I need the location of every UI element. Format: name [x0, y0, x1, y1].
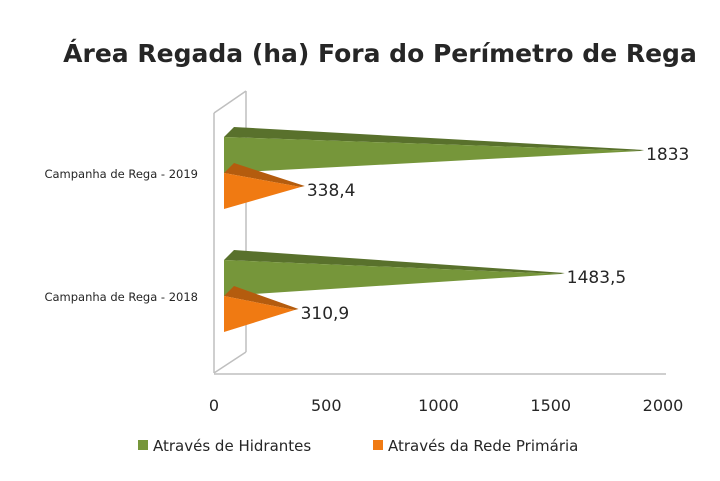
x-tick-label: 0 [209, 396, 219, 415]
x-tick-label: 500 [311, 396, 342, 415]
data-label: 1833 [646, 145, 689, 165]
data-label: 1483,5 [567, 268, 626, 288]
category-label: Campanha de Rega - 2019 [44, 167, 198, 181]
category-label: Campanha de Rega - 2018 [44, 290, 198, 304]
bar [224, 296, 295, 332]
data-label: 338,4 [307, 181, 356, 201]
x-tick-label: 1000 [418, 396, 459, 415]
legend-label: Através de Hidrantes [153, 437, 311, 455]
bar [224, 173, 301, 209]
chart-title: Área Regada (ha) Fora do Perímetro de Re… [63, 39, 697, 68]
x-tick-label: 2000 [643, 396, 684, 415]
legend-swatch [373, 440, 383, 450]
x-tick-label: 1500 [530, 396, 571, 415]
bar-top-face [224, 127, 645, 151]
bar-top-face [224, 286, 299, 310]
data-label: 310,9 [301, 304, 350, 324]
bar [224, 260, 561, 296]
legend-swatch [138, 440, 148, 450]
bar-top-face [224, 163, 305, 187]
bar [224, 137, 641, 173]
bar-top-face [224, 250, 565, 274]
legend-label: Através da Rede Primária [388, 437, 578, 455]
